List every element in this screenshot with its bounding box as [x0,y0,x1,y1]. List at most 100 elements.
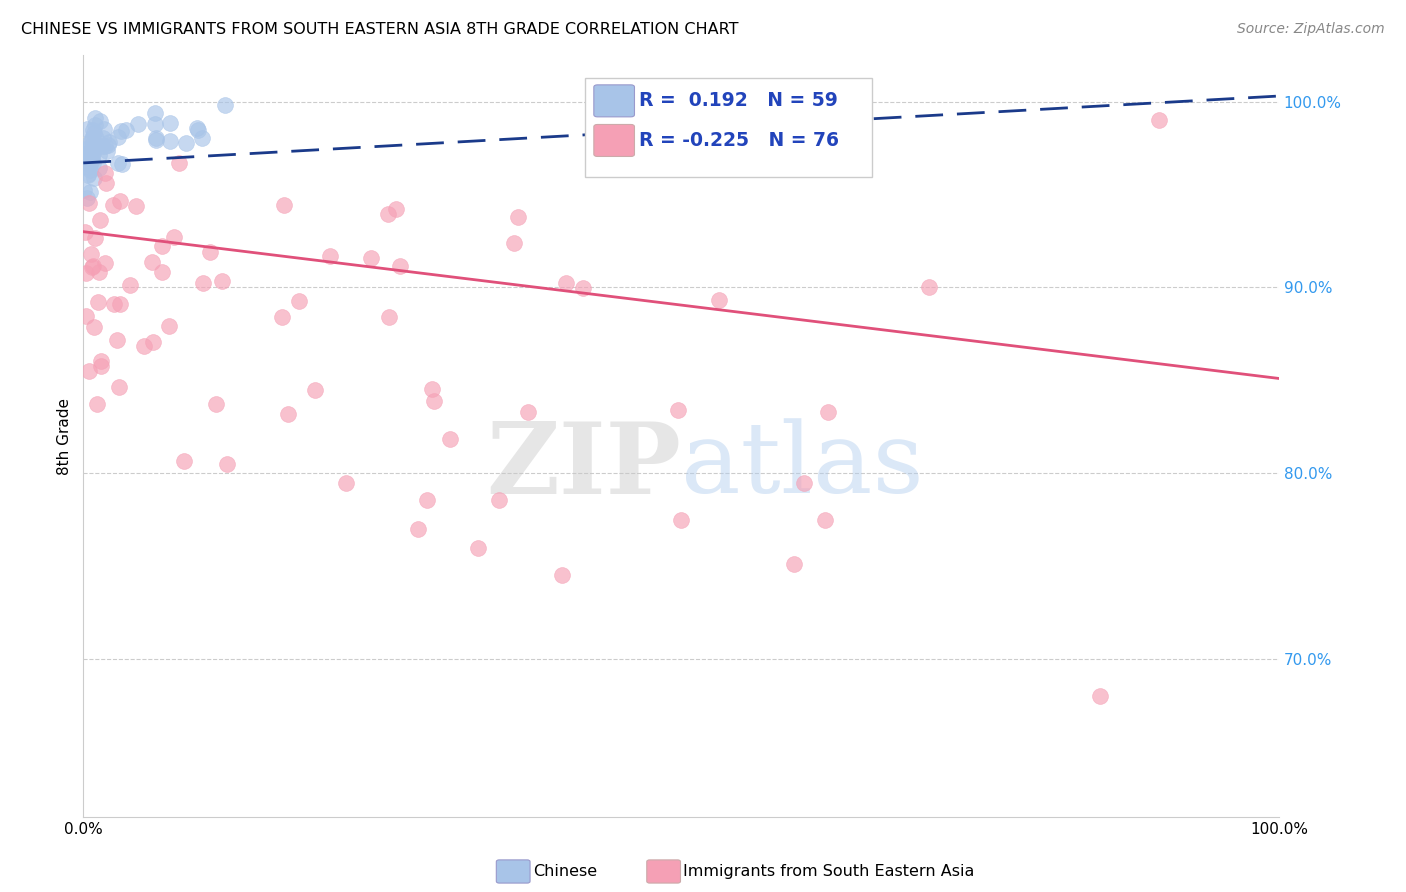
Point [173,453,195,467]
Point [79,157,101,171]
Point [80,153,103,167]
Point [191,276,214,290]
Bar [585,78,872,177]
Point [150,239,173,253]
Point [89,148,111,162]
Point [108,297,131,311]
Point [150,264,173,278]
Point [82,133,104,147]
Point [98,136,121,150]
Point [1149,113,1171,128]
Point [793,476,815,491]
Y-axis label: 8th Grade: 8th Grade [58,398,72,475]
Point [423,393,446,408]
Text: Immigrants from South Eastern Asia: Immigrants from South Eastern Asia [683,864,974,879]
Point [86,397,108,411]
Point [90,138,112,153]
Point [79,185,101,199]
Text: ZIP: ZIP [486,418,681,515]
Point [80,130,103,145]
Point [83,320,105,334]
Point [75,310,97,324]
Point [82,260,104,274]
Point [159,134,181,148]
Point [94,139,117,153]
Point [384,202,406,217]
Text: R = -0.225   N = 76: R = -0.225 N = 76 [640,131,839,150]
Point [77,364,100,378]
Point [76,121,98,136]
Point [77,153,100,168]
FancyBboxPatch shape [593,125,634,156]
Point [205,397,228,411]
Point [270,310,292,325]
Point [304,384,326,398]
Point [110,194,132,209]
Point [91,130,114,145]
Point [83,171,105,186]
Point [79,163,101,178]
Point [82,136,104,151]
Point [707,293,730,308]
Point [77,196,100,211]
Point [75,142,97,156]
Point [335,475,357,490]
Point [93,121,115,136]
Point [190,131,212,145]
Point [111,157,134,171]
Point [157,319,180,334]
Point [75,225,97,239]
Point [143,117,166,131]
Point [76,160,98,174]
Point [105,333,128,347]
Point [215,457,238,471]
Point [84,136,107,151]
Point [666,403,689,417]
Point [73,182,96,196]
Point [163,230,186,244]
Point [79,136,101,150]
Point [174,136,197,151]
Point [115,123,138,137]
Text: atlas: atlas [681,418,924,515]
Point [406,522,429,536]
Point [187,123,209,137]
Point [277,407,299,421]
Point [97,138,120,153]
Point [87,265,110,279]
Point [169,156,191,170]
Point [94,256,117,270]
Point [571,281,593,295]
Point [550,568,572,582]
Point [79,153,101,168]
Point [388,259,411,273]
Point [813,513,835,527]
Point [77,169,100,183]
Point [127,117,149,131]
Point [82,145,104,160]
Point [83,126,105,140]
Point [73,144,96,158]
Point [73,147,96,161]
Point [94,166,117,180]
Point [83,118,105,132]
Point [103,297,125,311]
Point [378,310,401,325]
Point [516,405,538,419]
Point [508,211,530,225]
Point [90,359,112,374]
Point [76,190,98,204]
Point [79,247,101,261]
Point [107,155,129,169]
Point [73,148,96,162]
Point [439,432,461,446]
Point [288,294,311,309]
Point [96,144,118,158]
Point [125,199,148,213]
Text: CHINESE VS IMMIGRANTS FROM SOUTH EASTERN ASIA 8TH GRADE CORRELATION CHART: CHINESE VS IMMIGRANTS FROM SOUTH EASTERN… [21,22,738,37]
Point [360,252,382,266]
Point [200,245,222,260]
Point [110,123,132,137]
Text: Chinese: Chinese [533,864,598,879]
Point [141,254,163,268]
